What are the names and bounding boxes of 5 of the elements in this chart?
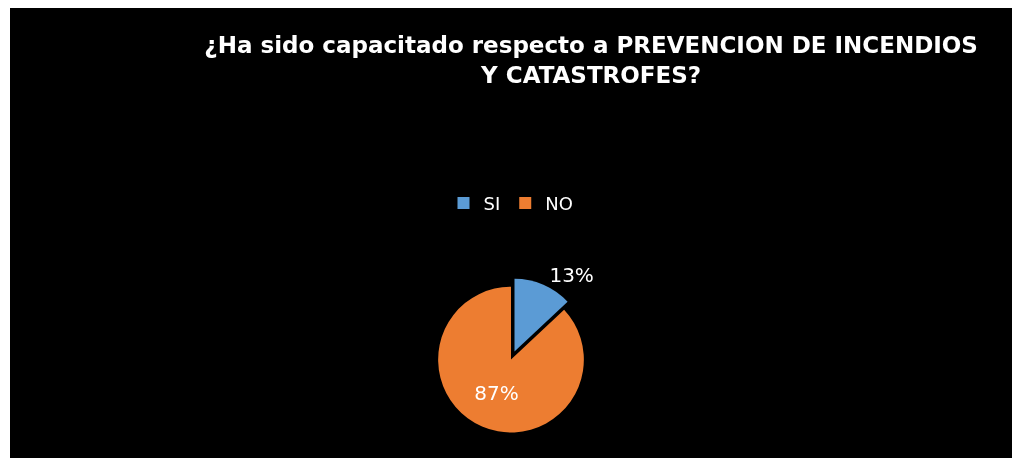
- chart-title: ¿Ha sido capacitado respecto a PREVENCION DE INCENDIOS Y CATASTROFES?: [204, 32, 978, 88]
- legend-label: SI: [483, 192, 501, 214]
- data-label: 87%: [474, 381, 519, 406]
- legend-label: NO: [545, 192, 573, 214]
- data-label: 13%: [549, 262, 594, 287]
